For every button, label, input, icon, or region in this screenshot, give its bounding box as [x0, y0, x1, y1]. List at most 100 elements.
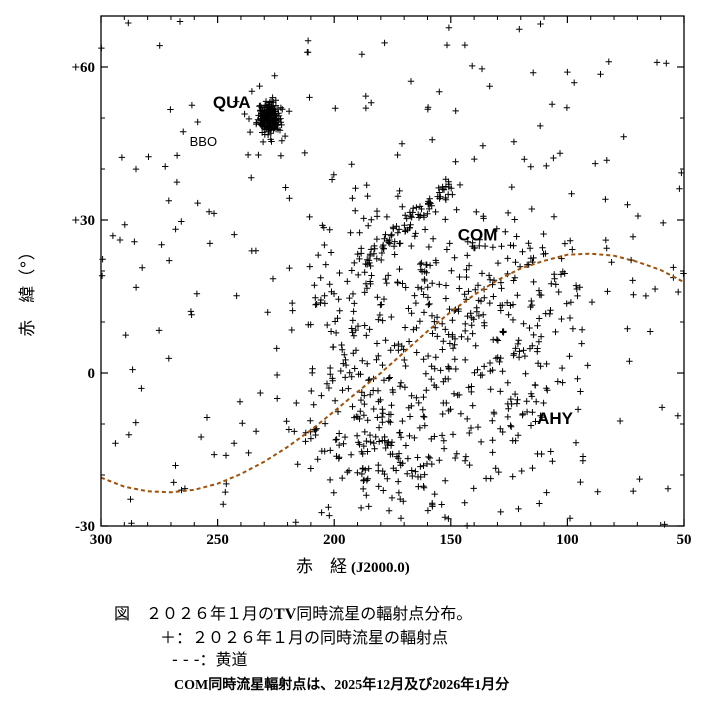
radiant-point: [265, 120, 272, 127]
radiant-point: [380, 295, 388, 303]
radiant-point: [500, 329, 507, 336]
radiant-point: [310, 401, 317, 408]
radiant-point: [543, 360, 550, 368]
radiant-point: [468, 314, 475, 321]
radiant-point: [461, 499, 468, 506]
radiant-point: [359, 357, 366, 364]
radiant-point: [354, 469, 361, 476]
radiant-point: [574, 406, 582, 413]
radiant-point: [436, 457, 443, 464]
radiant-point: [332, 105, 339, 112]
radiant-point: [327, 447, 334, 454]
radiant-point: [98, 272, 106, 279]
radiant-point: [197, 433, 205, 441]
radiant-point: [373, 207, 381, 215]
radiant-point: [292, 519, 299, 526]
radiant-point: [426, 454, 434, 462]
radiant-point: [420, 291, 427, 298]
radiant-point: [416, 424, 424, 432]
radiant-point: [205, 208, 213, 215]
radiant-point: [396, 429, 403, 437]
radiant-point: [318, 392, 325, 399]
radiant-point: [398, 342, 405, 350]
radiant-point: [642, 292, 650, 300]
radiant-point: [530, 69, 537, 76]
radiant-point: [512, 437, 519, 444]
radiant-point: [443, 246, 451, 253]
radiant-point: [415, 399, 422, 407]
radiant-point: [514, 340, 522, 348]
radiant-point: [456, 391, 463, 399]
radiant-point: [537, 20, 544, 28]
radiant-point: [504, 255, 511, 262]
radiant-point: [405, 305, 412, 312]
radiant-point: [543, 162, 550, 170]
radiant-point: [318, 509, 325, 516]
radiant-point: [361, 269, 368, 276]
radiant-point: [395, 340, 402, 348]
radiant-point: [366, 326, 373, 333]
radiant-point: [579, 453, 587, 460]
radiant-point: [361, 322, 368, 329]
radiant-point: [487, 386, 494, 393]
radiant-point: [388, 402, 395, 409]
radiant-point: [512, 345, 519, 352]
radiant-point: [358, 245, 365, 252]
radiant-point: [424, 294, 432, 301]
radiant-point: [468, 383, 475, 390]
radiant-point: [563, 300, 570, 307]
radiant-point: [486, 359, 494, 367]
radiant-point: [327, 371, 334, 378]
radiant-point: [401, 356, 408, 364]
radiant-point: [489, 437, 496, 444]
radiant-point: [473, 308, 481, 315]
radiant-point: [355, 271, 362, 279]
radiant-point: [264, 103, 272, 111]
radiant-point: [479, 371, 486, 379]
radiant-point: [405, 338, 413, 345]
y-tick-label: +30: [71, 213, 95, 229]
radiant-point: [386, 240, 394, 247]
radiant-point: [449, 331, 456, 338]
radiant-point: [421, 276, 428, 283]
radiant-point: [497, 307, 504, 314]
radiant-point: [572, 439, 580, 446]
radiant-point: [417, 463, 424, 470]
radiant-point: [382, 231, 389, 238]
radiant-point: [530, 278, 537, 286]
y-tick-label: -30: [75, 519, 95, 535]
radiant-point: [548, 280, 555, 287]
radiant-point: [535, 338, 543, 345]
radiant-point: [379, 243, 386, 251]
radiant-point: [440, 378, 447, 385]
radiant-point: [572, 282, 580, 289]
radiant-point: [248, 88, 256, 95]
radiant-point: [507, 302, 514, 309]
radiant-point: [385, 438, 392, 446]
radiant-point: [360, 442, 367, 450]
radiant-point: [330, 343, 337, 351]
radiant-point: [408, 214, 415, 221]
radiant-point: [348, 161, 355, 168]
radiant-point: [399, 203, 406, 210]
radiant-point: [497, 425, 504, 432]
radiant-point: [511, 390, 519, 398]
radiant-point: [277, 104, 285, 111]
radiant-point: [194, 118, 201, 126]
radiant-point: [368, 216, 375, 223]
radiant-point: [478, 270, 486, 277]
radiant-point: [526, 245, 534, 252]
radiant-point: [452, 158, 459, 165]
shower-label-qua: QUA: [213, 93, 251, 112]
radiant-point: [571, 79, 578, 86]
radiant-point: [548, 101, 556, 108]
radiant-point: [534, 348, 541, 355]
radiant-point: [368, 99, 375, 106]
radiant-point: [305, 321, 312, 328]
radiant-point: [363, 437, 370, 445]
radiant-point: [511, 274, 519, 281]
radiant-point: [389, 224, 397, 231]
radiant-point: [354, 250, 361, 258]
radiant-point: [420, 393, 427, 401]
radiant-point: [567, 237, 574, 244]
